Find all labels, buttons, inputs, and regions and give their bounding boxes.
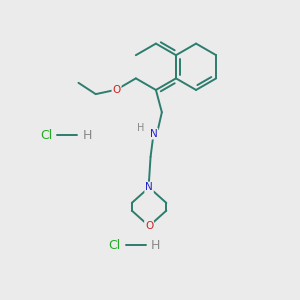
Text: N: N xyxy=(150,129,158,139)
Text: H: H xyxy=(151,238,160,252)
Text: H: H xyxy=(82,129,92,142)
Text: Cl: Cl xyxy=(40,129,52,142)
Text: H: H xyxy=(137,123,145,133)
Text: O: O xyxy=(145,221,153,231)
Text: Cl: Cl xyxy=(108,238,121,252)
Text: N: N xyxy=(145,182,153,193)
Text: O: O xyxy=(112,85,121,95)
